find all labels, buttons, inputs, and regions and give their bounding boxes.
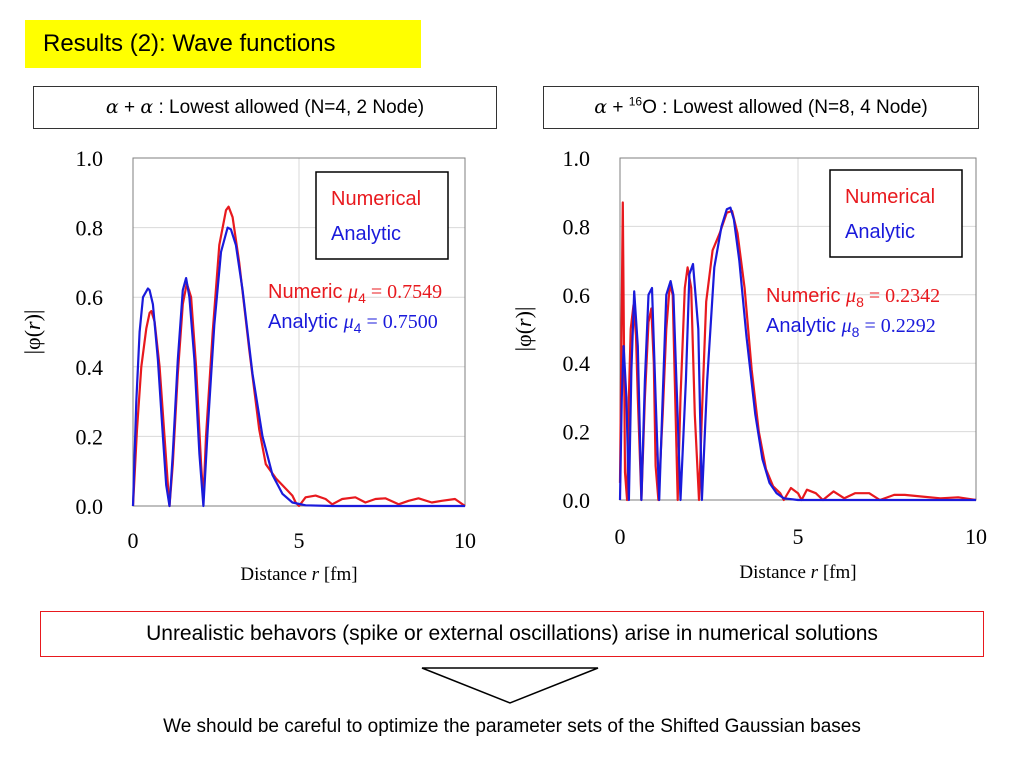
x-axis-label: Distance r [fm]: [240, 564, 357, 585]
mu-subscript: 4: [354, 320, 362, 336]
y-axis-label-text: |φ(: [20, 330, 45, 354]
y-tick-label: 0.2: [563, 420, 591, 445]
y-tick-label: 0.8: [76, 216, 104, 241]
y-axis-label-variable: r: [511, 318, 536, 327]
alpha-symbol: α: [140, 96, 154, 118]
oxygen-symbol: O: [642, 97, 657, 118]
y-tick-label: 0.0: [563, 488, 591, 513]
mu-annotation-numeric: Numeric μ8 = 0.2342: [766, 285, 940, 310]
mu-annotation-analytic: Analytic μ4 = 0.7500: [268, 311, 438, 336]
mu-annotation-numeric: Numeric μ4 = 0.7549: [268, 281, 442, 306]
x-tick-label: 5: [793, 524, 804, 549]
y-tick-label: 0.0: [76, 494, 104, 519]
y-axis-label-text: )|: [511, 307, 536, 319]
plot-frame: [132, 157, 466, 507]
down-arrow-icon: [421, 667, 599, 704]
conclusion-text: We should be careful to optimize the par…: [163, 716, 861, 737]
y-axis-label-variable: r: [20, 321, 45, 330]
mu-value: = 0.7500: [361, 311, 437, 333]
left-chart-header: α + α : Lowest allowed (N=4, 2 Node): [33, 86, 497, 129]
problem-statement: Unrealistic behavors (spike or external …: [40, 611, 984, 657]
plot-frame: [619, 157, 977, 501]
mu-annotation-label: Numeric: [268, 281, 348, 303]
mu-symbol: μ: [343, 311, 354, 333]
oxygen-mass-number: 16: [628, 94, 643, 109]
x-tick-label: 10: [965, 524, 987, 549]
slide-title: Results (2): Wave functions: [25, 20, 421, 68]
mu-annotation-analytic: Analytic μ8 = 0.2292: [766, 315, 936, 340]
y-tick-label: 0.6: [563, 283, 591, 308]
right-header-text: : Lowest allowed (N=8, 4 Node): [656, 97, 928, 118]
mu-subscript: 8: [852, 324, 860, 340]
mu-annotation-label: Analytic: [766, 315, 842, 337]
legend-entry-numerical: Numerical: [331, 188, 421, 210]
mu-annotation-label: Numeric: [766, 285, 846, 307]
y-tick-label: 0.8: [563, 214, 591, 239]
y-tick-label: 1.0: [563, 146, 591, 171]
x-axis-label: Distance r [fm]: [739, 562, 856, 583]
right-chart-header: α + 16O : Lowest allowed (N=8, 4 Node): [543, 86, 979, 129]
series-line-analytic: [131, 226, 465, 508]
x-axis-label-variable: r: [312, 564, 320, 585]
x-tick-label: 0: [615, 524, 626, 549]
x-axis-label-text: Distance: [240, 564, 311, 585]
x-tick-label: 5: [294, 528, 305, 553]
series-line-analytic: [618, 206, 976, 502]
mu-symbol: μ: [347, 281, 358, 303]
y-tick-label: 1.0: [76, 146, 104, 171]
x-axis-label-text: Distance: [739, 562, 810, 583]
y-tick-label: 0.4: [563, 351, 591, 376]
legend-entry-analytic: Analytic: [845, 221, 915, 243]
y-axis-label: |φ(r)|: [20, 310, 45, 355]
plus-sign: +: [607, 97, 629, 118]
mu-subscript: 4: [358, 290, 366, 306]
legend-entry-numerical: Numerical: [845, 186, 935, 208]
plus-sign: +: [118, 97, 141, 118]
y-axis-label-text: )|: [20, 310, 45, 322]
mu-value: = 0.2342: [864, 285, 940, 307]
y-axis-label-text: |φ(: [511, 327, 536, 351]
alpha-symbol: α: [105, 96, 119, 118]
mu-symbol: μ: [841, 315, 852, 337]
x-axis-label-unit: [fm]: [818, 562, 857, 583]
mu-symbol: μ: [845, 285, 856, 307]
x-tick-label: 10: [454, 528, 476, 553]
left-header-text: : Lowest allowed (N=4, 2 Node): [153, 97, 425, 118]
x-tick-label: 0: [128, 528, 139, 553]
legend-box: [315, 171, 449, 260]
alpha-symbol: α: [594, 96, 608, 118]
mu-subscript: 8: [856, 294, 864, 310]
series-line-numerical: [618, 201, 977, 502]
mu-value: = 0.7549: [366, 281, 442, 303]
legend-entry-analytic: Analytic: [331, 223, 401, 245]
y-tick-label: 0.6: [76, 285, 104, 310]
y-tick-label: 0.2: [76, 424, 104, 449]
legend-box: [829, 169, 963, 258]
y-axis-label: |φ(r)|: [511, 307, 536, 352]
y-tick-label: 0.4: [76, 355, 104, 380]
x-axis-label-variable: r: [811, 562, 819, 583]
mu-annotation-label: Analytic: [268, 311, 344, 333]
mu-value: = 0.2292: [859, 315, 935, 337]
x-axis-label-unit: [fm]: [319, 564, 358, 585]
series-line-numerical: [131, 205, 466, 508]
